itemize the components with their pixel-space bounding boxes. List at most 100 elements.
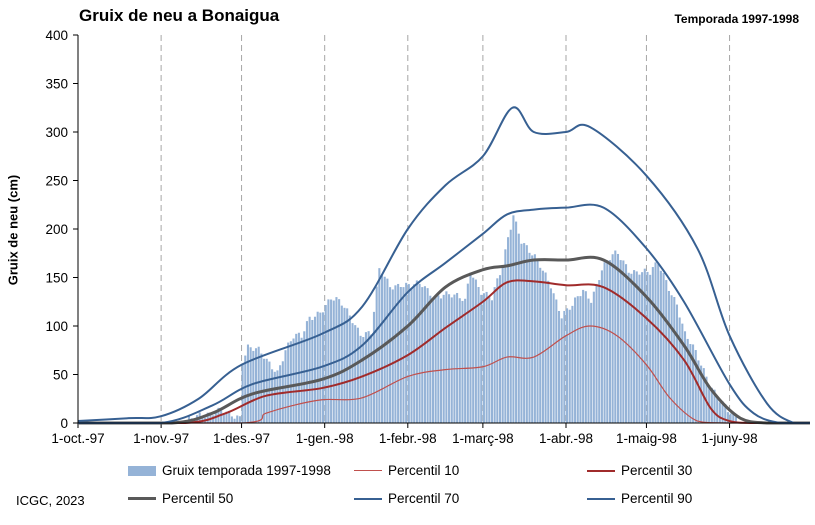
snow-depth-bar [635, 271, 638, 423]
snow-depth-bar [544, 272, 547, 423]
snow-depth-bar [340, 305, 343, 423]
snow-depth-bar [547, 280, 550, 423]
snow-depth-bar [557, 310, 561, 423]
snow-depth-bar [517, 233, 520, 423]
snow-depth-bar [300, 337, 303, 423]
legend-swatch [128, 465, 156, 476]
snow-depth-bar [461, 300, 464, 423]
snow-depth-bar [442, 294, 445, 423]
snow-depth-bar [525, 245, 528, 423]
snow-depth-bar [528, 252, 531, 423]
snow-depth-bar [689, 344, 692, 423]
x-tick-label: 1-gen.-98 [296, 431, 354, 446]
snow-depth-bar [614, 250, 617, 423]
legend-item: Percentil 70 [354, 491, 459, 506]
snow-depth-bar [372, 311, 376, 423]
snow-depth-bar [734, 416, 738, 423]
snow-depth-bar [533, 254, 536, 423]
snow-depth-bar [498, 275, 502, 423]
legend-swatch [354, 497, 382, 500]
snow-depth-bar [233, 418, 236, 423]
snow-depth-bar [439, 298, 443, 423]
x-tick-label: 1-des.-97 [213, 431, 270, 446]
snow-depth-bar [246, 344, 250, 423]
snow-depth-bar [549, 288, 552, 423]
snow-depth-bar [421, 287, 424, 423]
snow-depth-bar [627, 272, 630, 423]
snow-depth-bar [397, 283, 400, 423]
percentil-70-line [78, 203, 810, 425]
snow-depth-bar [485, 291, 488, 423]
snow-depth-bar [512, 215, 515, 423]
y-tick-label: 200 [45, 222, 68, 237]
snow-depth-bar [351, 323, 354, 423]
snow-depth-bar [643, 268, 646, 423]
legend-swatch [128, 497, 156, 500]
snow-depth-bar [434, 294, 437, 423]
snow-depth-bar [566, 308, 569, 423]
snow-depth-bar [273, 371, 276, 423]
legend-item: Percentil 90 [587, 491, 692, 506]
y-tick-label: 150 [45, 271, 68, 286]
legend-label: Percentil 30 [621, 463, 693, 478]
snow-depth-bar [450, 297, 453, 423]
y-tick-label: 0 [60, 416, 68, 431]
snow-depth-bar [402, 287, 405, 423]
legend-swatch [354, 470, 382, 471]
snow-depth-bar [225, 411, 228, 423]
legend-label: Percentil 70 [388, 491, 460, 506]
snow-depth-bar [335, 297, 338, 423]
chart-title: Gruix de neu a Bonaigua [79, 6, 280, 25]
snow-depth-bar [480, 294, 483, 423]
snow-depth-bar [692, 344, 695, 423]
snow-depth-bar [598, 280, 601, 423]
y-tick-label: 300 [45, 125, 68, 140]
snow-depth-bar [718, 402, 721, 423]
snow-depth-bar [448, 294, 451, 423]
x-tick-label: 1-abr.-98 [539, 431, 593, 446]
snow-depth-bar [354, 325, 357, 423]
legend-label: Gruix temporada 1997-1998 [162, 463, 331, 478]
snow-depth-bar [574, 297, 577, 423]
snow-depth-bar [399, 287, 402, 423]
legend-item: Percentil 10 [354, 463, 459, 478]
y-tick-label: 50 [53, 368, 68, 383]
snow-depth-bar [324, 305, 327, 423]
snow-depth-bar [370, 334, 373, 423]
snow-depth-bar [641, 272, 644, 423]
snow-depth-bar [453, 294, 456, 423]
snow-depth-bar [295, 333, 298, 423]
y-tick-label: 350 [45, 77, 68, 92]
snow-depth-bar [633, 270, 636, 423]
snow-depth-bar [683, 331, 687, 423]
percentil-30-line [78, 279, 810, 424]
snow-depth-bar [418, 283, 421, 423]
snow-depth-bar [710, 387, 713, 423]
snow-depth-bar [579, 296, 582, 423]
snow-depth-bar [729, 413, 732, 423]
snow-depth-bar [389, 287, 392, 423]
snow-depth-bar [515, 221, 518, 423]
snow-depth-bar [611, 254, 614, 423]
snow-depth-bar [348, 315, 351, 423]
snow-depth-bar [616, 253, 620, 423]
snow-depth-bar [675, 304, 679, 423]
snow-depth-bar [305, 321, 308, 423]
snow-depth-bar [482, 293, 485, 423]
snow-depth-bar [541, 270, 544, 423]
percentil-10-line [78, 325, 810, 424]
snow-depth-bar [694, 350, 697, 423]
snow-depth-bar [488, 297, 491, 423]
legend-label: Percentil 10 [388, 463, 460, 478]
snow-depth-bar [732, 411, 735, 423]
snow-depth-bar [230, 416, 233, 423]
x-tick-label: 1-oct.-97 [51, 431, 104, 446]
snow-depth-bar [649, 274, 652, 423]
snow-depth-bar [364, 332, 367, 423]
snow-depth-bar [311, 319, 314, 423]
snow-depth-bar [327, 299, 330, 423]
x-tick-label: 1-març-98 [452, 431, 514, 446]
legend-swatch [587, 497, 615, 500]
snow-depth-bar [367, 331, 370, 423]
